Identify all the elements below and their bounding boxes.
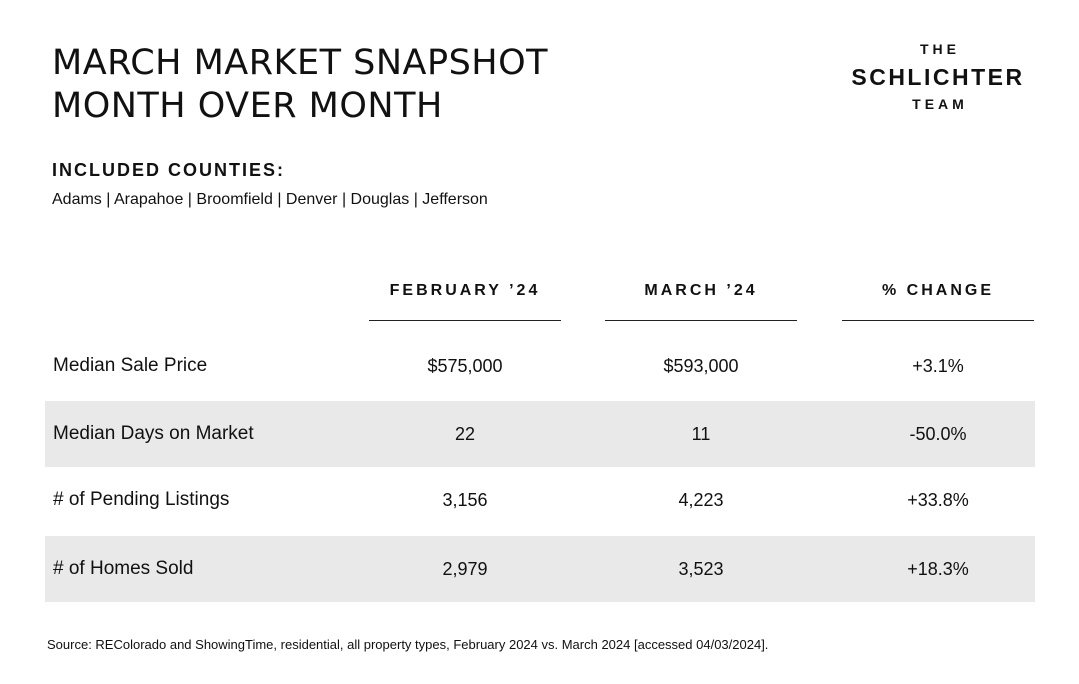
brand-logo: THE SCHLICHTER TEAM [838, 40, 1038, 113]
title-line-1: MARCH MARKET SNAPSHOT [52, 43, 549, 83]
page-title: MARCH MARKET SNAPSHOT MONTH OVER MONTH [52, 42, 548, 128]
column-rule-february [369, 320, 561, 321]
table-row-median-days-on-market: Median Days on Market 22 11 -50.0% [45, 401, 1035, 467]
table-row-median-sale-price: Median Sale Price $575,000 $593,000 +3.1… [45, 333, 1035, 399]
column-header-february: FEBRUARY ’24 [389, 282, 541, 299]
cell-february: 22 [454, 424, 476, 444]
source-footnote: Source: REColorado and ShowingTime, resi… [47, 637, 769, 652]
counties-list: Adams | Arapahoe | Broomfield | Denver |… [52, 191, 488, 208]
row-label: Median Days on Market [53, 423, 254, 444]
cell-change: -50.0% [909, 424, 967, 444]
row-label: # of Pending Listings [53, 489, 230, 510]
counties-heading: INCLUDED COUNTIES: [52, 160, 285, 180]
cell-march: 4,223 [678, 490, 724, 510]
cell-march: 3,523 [678, 559, 724, 579]
row-label: Median Sale Price [53, 355, 208, 376]
row-label: # of Homes Sold [53, 558, 194, 579]
table-row-pending-listings: # of Pending Listings 3,156 4,223 +33.8% [45, 467, 1035, 533]
logo-team: TEAM [912, 96, 968, 112]
column-rule-march [605, 320, 797, 321]
logo-name: SCHLICHTER [851, 64, 1025, 90]
table-row-homes-sold: # of Homes Sold 2,979 3,523 +18.3% [45, 536, 1035, 602]
cell-change: +18.3% [907, 559, 969, 579]
logo-the: THE [920, 41, 960, 57]
title-line-2: MONTH OVER MONTH [52, 86, 443, 126]
cell-march: 11 [691, 424, 711, 444]
column-header-march: MARCH ’24 [644, 282, 758, 299]
cell-february: $575,000 [427, 356, 503, 376]
cell-february: 3,156 [442, 490, 488, 510]
cell-change: +3.1% [912, 356, 964, 376]
cell-february: 2,979 [442, 559, 488, 579]
column-header-change: % CHANGE [881, 282, 994, 299]
cell-march: $593,000 [663, 356, 739, 376]
column-rule-change [842, 320, 1034, 321]
cell-change: +33.8% [907, 490, 969, 510]
